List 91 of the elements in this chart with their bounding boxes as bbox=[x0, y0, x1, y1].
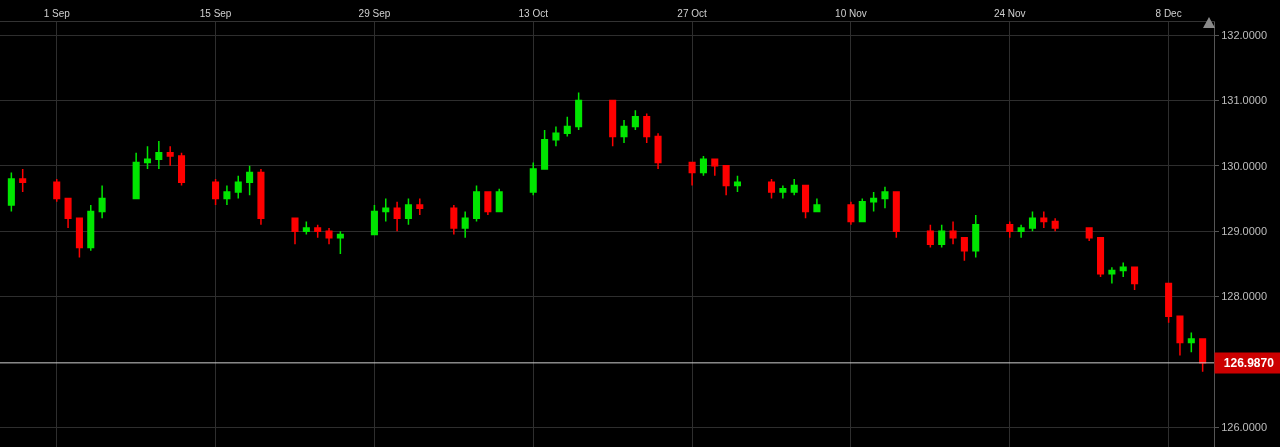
candlestick bbox=[1199, 338, 1207, 373]
y-tick-label: 131.0000 bbox=[1221, 94, 1268, 107]
candlestick bbox=[178, 152, 186, 187]
y-tick-label: 128.0000 bbox=[1221, 290, 1268, 303]
candlestick bbox=[881, 186, 889, 210]
candlestick bbox=[552, 125, 560, 147]
candlestick bbox=[302, 220, 310, 236]
candlestick bbox=[688, 161, 696, 187]
candlestick bbox=[132, 152, 140, 200]
candlestick bbox=[7, 171, 15, 213]
candlestick bbox=[336, 230, 344, 255]
candlestick bbox=[75, 217, 83, 259]
candlestick bbox=[790, 178, 798, 197]
y-tick-label: 132.0000 bbox=[1221, 28, 1268, 41]
candlestick bbox=[620, 119, 628, 144]
candlestick bbox=[733, 174, 742, 193]
candlestick bbox=[779, 184, 787, 200]
candlestick bbox=[234, 174, 242, 200]
candlestick bbox=[1097, 237, 1105, 278]
candlestick bbox=[813, 197, 821, 213]
candlestick bbox=[1017, 223, 1025, 239]
candlestick bbox=[847, 201, 855, 226]
x-tick-label: 27 Oct bbox=[677, 8, 708, 19]
candlestick bbox=[654, 132, 662, 170]
x-tick-label: 15 Sep bbox=[199, 8, 232, 19]
candlestick bbox=[802, 184, 810, 219]
candlestick bbox=[461, 210, 469, 239]
candlestick bbox=[155, 140, 163, 170]
candlestick bbox=[711, 158, 719, 177]
candlestick bbox=[949, 220, 957, 246]
candlestick bbox=[495, 187, 503, 213]
candlestick bbox=[722, 165, 730, 197]
candlestick bbox=[19, 168, 27, 193]
x-tick-label: 24 Nov bbox=[993, 8, 1026, 19]
candlestick bbox=[416, 197, 424, 216]
candlestick bbox=[575, 91, 583, 131]
candlestick bbox=[450, 204, 458, 236]
x-tick-label: 10 Nov bbox=[835, 8, 867, 19]
candlestick bbox=[1176, 315, 1184, 357]
candlestick bbox=[98, 184, 106, 219]
candlestick bbox=[643, 112, 651, 144]
candlestick bbox=[1187, 331, 1195, 353]
candlestick bbox=[858, 197, 866, 223]
candlestick bbox=[1028, 210, 1036, 232]
candlestick bbox=[529, 161, 537, 197]
candlestick bbox=[926, 223, 934, 249]
candlestick bbox=[1131, 266, 1139, 291]
candlestick bbox=[767, 178, 776, 200]
candlestick bbox=[257, 168, 265, 226]
candlestick bbox=[370, 204, 378, 236]
candlestick bbox=[960, 237, 968, 262]
candlestick bbox=[64, 197, 72, 229]
x-tick-label: 13 Oct bbox=[518, 8, 549, 19]
candlestick bbox=[972, 214, 980, 259]
candlestick bbox=[938, 223, 946, 249]
candlestick bbox=[699, 155, 707, 177]
candlestick bbox=[472, 184, 481, 223]
x-tick-label: 29 Sep bbox=[358, 8, 391, 19]
candlestick bbox=[631, 109, 639, 131]
x-tick-label: 8 Dec bbox=[1155, 8, 1182, 19]
candlestick bbox=[393, 201, 401, 232]
candlestick bbox=[53, 178, 61, 203]
candlestick bbox=[1119, 261, 1127, 278]
candlestick bbox=[1051, 217, 1059, 232]
candlestick bbox=[87, 204, 95, 252]
candlestick bbox=[1085, 227, 1093, 242]
x-tick-label: 1 Sep bbox=[43, 8, 71, 19]
candlestick bbox=[325, 227, 333, 246]
candlestick bbox=[484, 191, 492, 216]
candlestick bbox=[541, 129, 549, 170]
candlestick bbox=[1040, 210, 1048, 229]
candlestick bbox=[212, 178, 220, 206]
candlestick bbox=[223, 184, 231, 206]
y-tick-label: 130.0000 bbox=[1221, 159, 1268, 172]
candlestick bbox=[870, 191, 878, 213]
candlestick bbox=[143, 145, 152, 170]
y-tick-label: 126.0000 bbox=[1221, 421, 1268, 434]
candlestick bbox=[404, 197, 412, 226]
candlestick bbox=[166, 145, 174, 167]
candlestick bbox=[382, 197, 390, 223]
candlestick bbox=[609, 99, 617, 147]
candlestick bbox=[246, 165, 254, 197]
y-tick-label: 129.0000 bbox=[1221, 225, 1268, 238]
candlestick bbox=[892, 191, 900, 239]
candlestick bbox=[1006, 220, 1014, 239]
candlestick bbox=[314, 223, 322, 239]
candlestick bbox=[1165, 282, 1173, 324]
candlestick bbox=[291, 217, 299, 246]
candlestick bbox=[1108, 266, 1116, 285]
candlestick bbox=[563, 116, 571, 138]
ref-line-label: 126.9870 bbox=[1223, 356, 1275, 370]
